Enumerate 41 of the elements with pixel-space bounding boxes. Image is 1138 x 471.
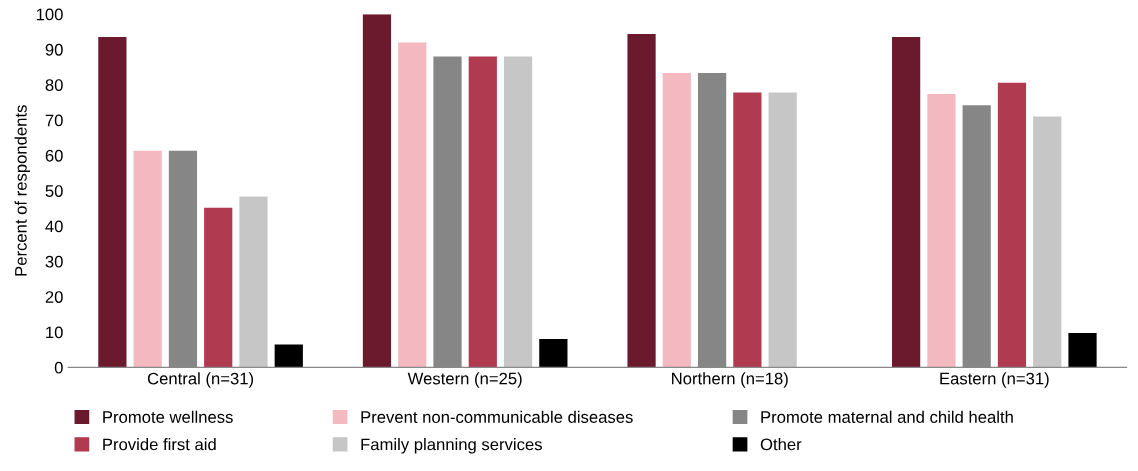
bar	[274, 344, 303, 368]
y-tick-label: 60	[45, 149, 63, 162]
bar	[997, 82, 1027, 368]
legend-label: Family planning services	[361, 438, 542, 454]
y-tick-label: 70	[45, 114, 63, 127]
x-tick-label: Central (n=31)	[147, 372, 254, 388]
y-tick-label: 90	[45, 43, 63, 56]
bar	[892, 37, 921, 368]
y-tick-label: 100	[36, 8, 63, 21]
bar	[398, 42, 427, 368]
bar	[362, 14, 392, 368]
x-tick-label: Northern (n=18)	[672, 372, 788, 388]
y-tick-label: 50	[45, 185, 63, 197]
y-tick-label: 80	[45, 79, 63, 91]
x-tick-label: Western (n=25)	[407, 372, 522, 388]
bar	[133, 150, 162, 368]
legend-label: Provide first aid	[103, 438, 216, 451]
legend-label: Promote maternal and child health	[761, 410, 1013, 423]
x-tick-label: Eastern (n=31)	[940, 372, 1049, 388]
bar	[1068, 333, 1097, 368]
bar	[768, 92, 797, 368]
y-tick-label: 30	[45, 255, 63, 268]
legend-label: Other	[760, 438, 802, 451]
bar	[927, 93, 956, 368]
y-tick-label: 0	[54, 361, 63, 374]
bar	[503, 56, 533, 368]
legend-label: Prevent non-communicable diseases	[361, 410, 633, 423]
bar	[627, 33, 656, 368]
legend-label: Promote wellness	[103, 410, 233, 423]
bar	[1033, 116, 1062, 368]
y-axis-title: Percent of respondents	[14, 105, 31, 276]
y-tick-label: 10	[46, 326, 63, 339]
bar	[239, 196, 268, 368]
bar	[733, 92, 762, 368]
bar	[539, 339, 568, 368]
bar	[98, 37, 127, 368]
bar	[662, 73, 691, 368]
y-tick-label: 20	[45, 291, 63, 303]
bar	[204, 207, 233, 368]
bar	[468, 56, 497, 368]
y-tick-label: 40	[45, 220, 63, 233]
